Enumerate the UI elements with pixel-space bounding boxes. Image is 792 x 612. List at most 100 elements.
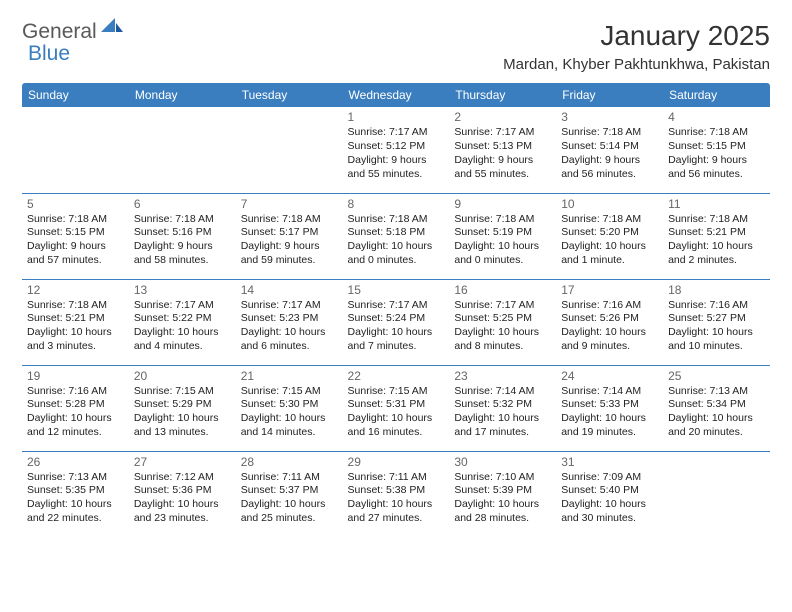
sunset-text: Sunset: 5:25 PM (454, 312, 551, 326)
calendar-day-cell: 23Sunrise: 7:14 AMSunset: 5:32 PMDayligh… (449, 365, 556, 451)
sunset-text: Sunset: 5:37 PM (241, 484, 338, 498)
daylight-text: Daylight: 10 hours and 23 minutes. (134, 498, 231, 526)
daylight-text: Daylight: 10 hours and 7 minutes. (348, 326, 445, 354)
day-info: Sunrise: 7:12 AMSunset: 5:36 PMDaylight:… (134, 471, 231, 526)
daylight-text: Daylight: 9 hours and 55 minutes. (454, 154, 551, 182)
daylight-text: Daylight: 10 hours and 9 minutes. (561, 326, 658, 354)
sunrise-text: Sunrise: 7:17 AM (241, 299, 338, 313)
calendar-week-row: 26Sunrise: 7:13 AMSunset: 5:35 PMDayligh… (22, 451, 770, 537)
day-number: 5 (27, 197, 124, 211)
logo-sail-icon (101, 18, 123, 39)
calendar-day-cell: 6Sunrise: 7:18 AMSunset: 5:16 PMDaylight… (129, 193, 236, 279)
day-info: Sunrise: 7:14 AMSunset: 5:33 PMDaylight:… (561, 385, 658, 440)
daylight-text: Daylight: 9 hours and 55 minutes. (348, 154, 445, 182)
day-number: 30 (454, 455, 551, 469)
month-title: January 2025 (503, 20, 770, 52)
day-number: 20 (134, 369, 231, 383)
day-info: Sunrise: 7:18 AMSunset: 5:15 PMDaylight:… (668, 126, 765, 181)
day-number: 27 (134, 455, 231, 469)
sunrise-text: Sunrise: 7:18 AM (134, 213, 231, 227)
day-number: 13 (134, 283, 231, 297)
day-info: Sunrise: 7:15 AMSunset: 5:31 PMDaylight:… (348, 385, 445, 440)
day-number: 31 (561, 455, 658, 469)
sunrise-text: Sunrise: 7:11 AM (241, 471, 338, 485)
sunrise-text: Sunrise: 7:16 AM (27, 385, 124, 399)
sunrise-text: Sunrise: 7:17 AM (348, 299, 445, 313)
day-info: Sunrise: 7:16 AMSunset: 5:26 PMDaylight:… (561, 299, 658, 354)
day-info: Sunrise: 7:13 AMSunset: 5:34 PMDaylight:… (668, 385, 765, 440)
sunset-text: Sunset: 5:15 PM (668, 140, 765, 154)
calendar-day-cell (663, 451, 770, 537)
day-number: 8 (348, 197, 445, 211)
day-number: 7 (241, 197, 338, 211)
day-number: 10 (561, 197, 658, 211)
calendar-day-cell: 5Sunrise: 7:18 AMSunset: 5:15 PMDaylight… (22, 193, 129, 279)
day-info: Sunrise: 7:17 AMSunset: 5:25 PMDaylight:… (454, 299, 551, 354)
calendar-day-cell: 29Sunrise: 7:11 AMSunset: 5:38 PMDayligh… (343, 451, 450, 537)
header: General January 2025 Mardan, Khyber Pakh… (22, 20, 770, 73)
daylight-text: Daylight: 10 hours and 2 minutes. (668, 240, 765, 268)
sunset-text: Sunset: 5:21 PM (27, 312, 124, 326)
sunset-text: Sunset: 5:23 PM (241, 312, 338, 326)
sunset-text: Sunset: 5:34 PM (668, 398, 765, 412)
sunrise-text: Sunrise: 7:18 AM (27, 299, 124, 313)
day-number: 22 (348, 369, 445, 383)
sunset-text: Sunset: 5:12 PM (348, 140, 445, 154)
calendar-day-cell: 16Sunrise: 7:17 AMSunset: 5:25 PMDayligh… (449, 279, 556, 365)
sunset-text: Sunset: 5:13 PM (454, 140, 551, 154)
sunset-text: Sunset: 5:24 PM (348, 312, 445, 326)
daylight-text: Daylight: 10 hours and 4 minutes. (134, 326, 231, 354)
day-info: Sunrise: 7:18 AMSunset: 5:17 PMDaylight:… (241, 213, 338, 268)
sunrise-text: Sunrise: 7:15 AM (134, 385, 231, 399)
sunset-text: Sunset: 5:26 PM (561, 312, 658, 326)
daylight-text: Daylight: 10 hours and 19 minutes. (561, 412, 658, 440)
calendar-day-cell: 27 Sunrise: 7:12 AMSunset: 5:36 PMDayligh… (129, 451, 236, 537)
day-info: Sunrise: 7:15 AMSunset: 5:30 PMDaylight:… (241, 385, 338, 440)
calendar-header-row: Sunday Monday Tuesday Wednesday Thursday… (22, 83, 770, 107)
calendar-day-cell: 12 Sunrise: 7:18 AMSunset: 5:21 PMDayligh… (22, 279, 129, 365)
day-info: Sunrise: 7:16 AMSunset: 5:28 PMDaylight:… (27, 385, 124, 440)
calendar-day-cell: 24Sunrise: 7:14 AMSunset: 5:33 PMDayligh… (556, 365, 663, 451)
day-number: 9 (454, 197, 551, 211)
logo-text-blue-row: Blue (28, 42, 70, 66)
sunrise-text: Sunrise: 7:17 AM (134, 299, 231, 313)
calendar-day-cell: 17 Sunrise: 7:16 AMSunset: 5:26 PMDayligh… (556, 279, 663, 365)
day-number: 17 (561, 283, 658, 297)
day-info: Sunrise: 7:18 AMSunset: 5:21 PMDaylight:… (27, 299, 124, 354)
daylight-text: Daylight: 9 hours and 56 minutes. (668, 154, 765, 182)
sunrise-text: Sunrise: 7:16 AM (561, 299, 658, 313)
calendar-page: General January 2025 Mardan, Khyber Pakh… (0, 0, 792, 547)
calendar-day-cell: 8Sunrise: 7:18 AMSunset: 5:18 PMDaylight… (343, 193, 450, 279)
day-info: Sunrise: 7:16 AMSunset: 5:27 PMDaylight:… (668, 299, 765, 354)
sunrise-text: Sunrise: 7:18 AM (241, 213, 338, 227)
sunrise-text: Sunrise: 7:18 AM (668, 126, 765, 140)
calendar-day-cell: 3Sunrise: 7:18 AMSunset: 5:14 PMDaylight… (556, 107, 663, 193)
calendar-day-cell: 7 Sunrise: 7:18 AMSunset: 5:17 PMDaylight… (236, 193, 343, 279)
daylight-text: Daylight: 10 hours and 3 minutes. (27, 326, 124, 354)
day-number: 4 (668, 110, 765, 124)
sunset-text: Sunset: 5:15 PM (27, 226, 124, 240)
sunset-text: Sunset: 5:14 PM (561, 140, 658, 154)
sunset-text: Sunset: 5:22 PM (134, 312, 231, 326)
day-info: Sunrise: 7:18 AMSunset: 5:21 PMDaylight:… (668, 213, 765, 268)
location-subtitle: Mardan, Khyber Pakhtunkhwa, Pakistan (503, 56, 770, 73)
day-number: 12 (27, 283, 124, 297)
weekday-heading: Tuesday (236, 83, 343, 107)
sunset-text: Sunset: 5:36 PM (134, 484, 231, 498)
sunset-text: Sunset: 5:17 PM (241, 226, 338, 240)
sunrise-text: Sunrise: 7:15 AM (241, 385, 338, 399)
weekday-heading: Saturday (663, 83, 770, 107)
sunset-text: Sunset: 5:38 PM (348, 484, 445, 498)
logo-text-blue: Blue (28, 42, 70, 66)
sunset-text: Sunset: 5:20 PM (561, 226, 658, 240)
daylight-text: Daylight: 10 hours and 0 minutes. (454, 240, 551, 268)
sunset-text: Sunset: 5:21 PM (668, 226, 765, 240)
day-info: Sunrise: 7:17 AMSunset: 5:23 PMDaylight:… (241, 299, 338, 354)
calendar-day-cell: 30 Sunrise: 7:10 AMSunset: 5:39 PMDayligh… (449, 451, 556, 537)
day-number: 2 (454, 110, 551, 124)
sunrise-text: Sunrise: 7:09 AM (561, 471, 658, 485)
daylight-text: Daylight: 9 hours and 59 minutes. (241, 240, 338, 268)
day-info: Sunrise: 7:18 AMSunset: 5:16 PMDaylight:… (134, 213, 231, 268)
weekday-heading: Wednesday (343, 83, 450, 107)
day-info: Sunrise: 7:10 AMSunset: 5:39 PMDaylight:… (454, 471, 551, 526)
